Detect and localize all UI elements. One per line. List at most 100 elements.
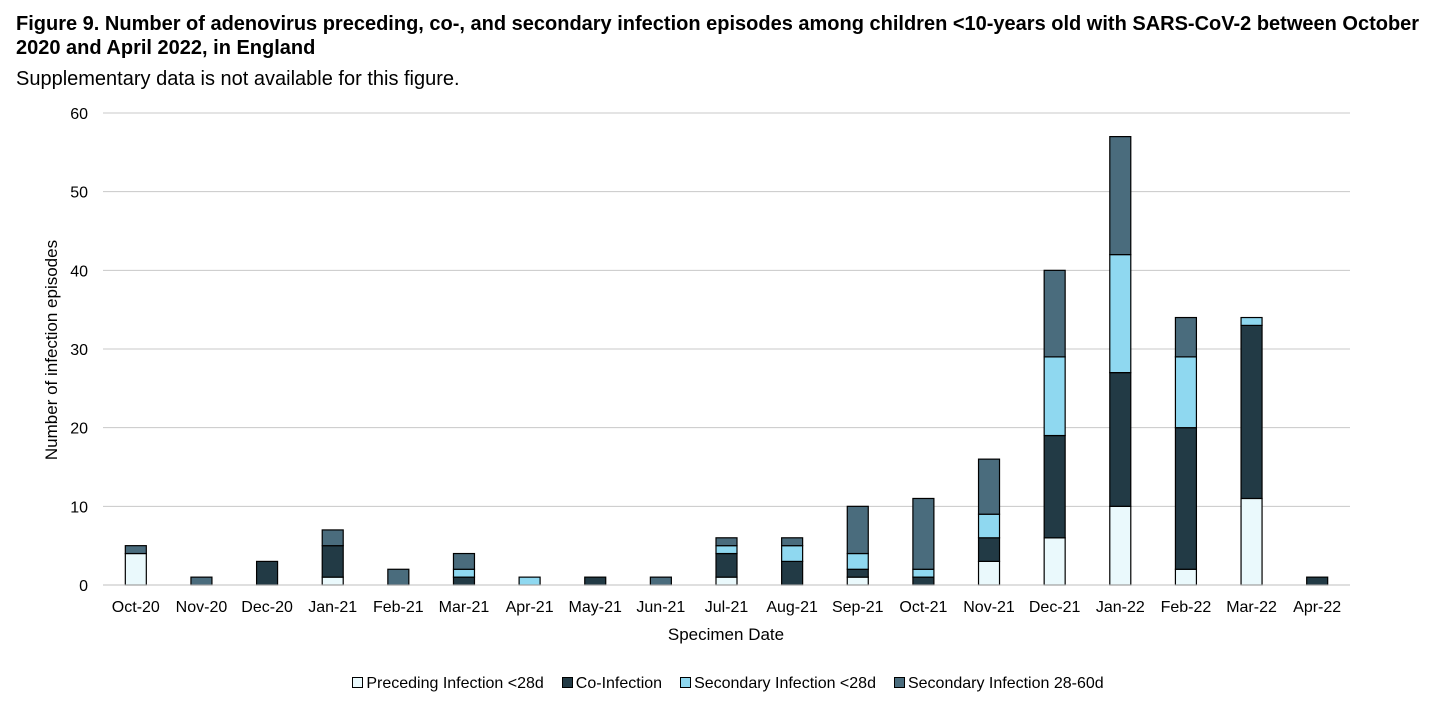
bar-segment: [846, 568, 869, 578]
y-tick-label: 0: [79, 578, 88, 595]
y-tick-label: 60: [70, 106, 88, 123]
bar-stack: [1306, 576, 1329, 586]
bar-stack: [518, 576, 541, 586]
bar-segment: [1174, 427, 1198, 570]
bar-stack: [977, 458, 1001, 586]
legend-item: Secondary Infection <28d: [680, 674, 876, 694]
bar-stack: [321, 529, 344, 586]
bar-segment: [781, 537, 804, 547]
bar-segment: [846, 552, 869, 570]
bar-segment: [912, 497, 935, 570]
x-tick-label: Dec-20: [241, 599, 293, 616]
bar-segment: [255, 560, 279, 586]
y-tick-label: 50: [70, 185, 88, 202]
bar-segment: [649, 576, 672, 586]
legend-label: Preceding Infection <28d: [366, 675, 544, 692]
bar-segment: [1240, 324, 1263, 500]
bars: [124, 136, 1329, 586]
bar-segment: [781, 560, 804, 586]
bar-segment: [1109, 136, 1132, 256]
bar-stack: [846, 505, 869, 586]
legend-swatch: [352, 677, 364, 689]
bar-segment: [518, 576, 541, 586]
legend-label: Secondary Infection 28-60d: [907, 675, 1104, 692]
bar-segment: [452, 552, 476, 570]
bar-stack: [781, 537, 804, 586]
bar-segment: [912, 568, 935, 578]
figure-title: Figure 9. Number of adenovirus preceding…: [16, 13, 1420, 59]
bar-segment: [977, 458, 1001, 515]
bar-segment: [1174, 568, 1198, 586]
bar-segment: [321, 545, 344, 578]
bar-segment: [715, 552, 738, 578]
bar-segment: [321, 529, 344, 547]
bar-segment: [1109, 505, 1132, 586]
bar-segment: [1043, 269, 1066, 358]
bar-segment: [977, 560, 1001, 586]
y-tick-label: 40: [70, 263, 88, 280]
x-tick-label: Oct-20: [112, 599, 160, 616]
bar-segment: [124, 552, 147, 586]
bar-segment: [1174, 316, 1198, 358]
bar-stack: [912, 497, 935, 586]
x-tick-label: Nov-21: [963, 599, 1015, 616]
x-axis-label: Specimen Date: [668, 625, 784, 644]
bar-segment: [1306, 576, 1329, 586]
bar-stack: [1043, 269, 1066, 586]
legend-label: Co-Infection: [575, 675, 663, 692]
gridlines: [103, 112, 1350, 507]
y-tick-label: 30: [70, 342, 88, 359]
bar-segment: [846, 576, 869, 586]
x-tick-label: Oct-21: [899, 599, 947, 616]
x-tick-label: Aug-21: [766, 599, 818, 616]
bar-segment: [584, 576, 607, 586]
bar-stack: [452, 552, 476, 586]
legend: Preceding Infection <28d Co-Infection Seco…: [0, 674, 1456, 694]
bar-stack: [255, 560, 279, 586]
legend-item: Preceding Infection <28d: [352, 674, 544, 694]
figure-subtitle: Supplementary data is not available for …: [16, 68, 460, 90]
x-tick-label: Jan-22: [1096, 599, 1145, 616]
y-tick-label: 10: [70, 499, 88, 516]
bar-segment: [452, 576, 476, 586]
y-axis-label: Number of infection episodes: [42, 240, 61, 460]
x-tick-label: Sep-21: [832, 599, 884, 616]
x-tick-label: May-21: [569, 599, 622, 616]
bar-segment: [387, 568, 410, 586]
x-tick-label: Mar-22: [1226, 599, 1277, 616]
bar-segment: [1174, 356, 1198, 429]
legend-label: Secondary Infection <28d: [694, 675, 876, 692]
bar-stack: [649, 576, 672, 586]
bar-segment: [1109, 372, 1132, 507]
bar-stack: [715, 537, 738, 586]
bar-stack: [190, 576, 213, 586]
x-tick-label: Jun-21: [636, 599, 685, 616]
legend-swatch: [561, 677, 573, 689]
bar-segment: [977, 513, 1001, 539]
x-tick-label: Apr-21: [506, 599, 554, 616]
bar-segment: [715, 545, 738, 555]
bar-segment: [1240, 316, 1263, 326]
bar-stack: [387, 568, 410, 586]
bar-stack: [1109, 136, 1132, 586]
x-axis-ticks: Oct-20 Nov-20 Dec-20 Jan-21 Feb-21 Mar-21 Apr-…: [112, 599, 1341, 616]
y-axis-ticks: 0 10 20 30 40 50 60: [70, 106, 88, 595]
bar-segment: [321, 576, 344, 586]
legend-item: Secondary Infection 28-60d: [893, 674, 1104, 694]
legend-item: Co-Infection: [561, 674, 663, 694]
bar-segment: [1240, 497, 1263, 586]
bar-segment: [1043, 537, 1066, 586]
bar-segment: [1043, 356, 1066, 437]
bar-segment: [846, 505, 869, 555]
x-tick-label: Jan-21: [308, 599, 357, 616]
bar-segment: [977, 537, 1001, 562]
bar-segment: [912, 576, 935, 586]
legend-swatch: [893, 677, 905, 689]
bar-segment: [124, 545, 147, 555]
x-tick-label: Feb-22: [1161, 599, 1212, 616]
x-tick-label: Jul-21: [705, 599, 749, 616]
x-tick-label: Nov-20: [176, 599, 228, 616]
bar-stack: [124, 545, 147, 586]
bar-segment: [190, 576, 213, 586]
y-tick-label: 20: [70, 421, 88, 438]
